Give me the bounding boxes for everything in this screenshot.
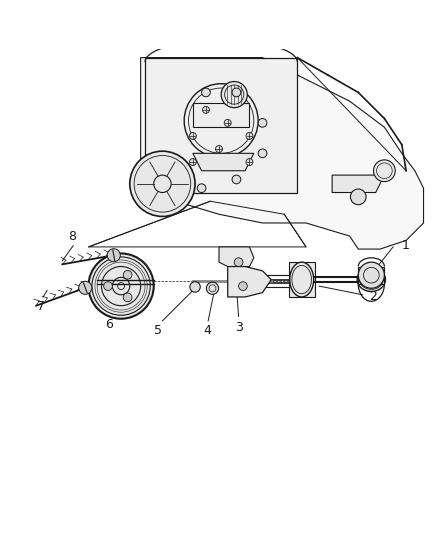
Circle shape xyxy=(246,158,253,166)
Circle shape xyxy=(189,158,196,166)
Circle shape xyxy=(206,282,219,294)
PathPatch shape xyxy=(219,247,254,266)
Circle shape xyxy=(201,88,210,97)
Circle shape xyxy=(184,84,258,158)
PathPatch shape xyxy=(332,175,385,192)
PathPatch shape xyxy=(228,266,271,297)
Circle shape xyxy=(221,82,247,108)
Bar xyxy=(193,103,250,127)
Circle shape xyxy=(232,175,241,184)
PathPatch shape xyxy=(289,262,315,297)
Circle shape xyxy=(232,88,241,97)
Circle shape xyxy=(123,270,132,279)
PathPatch shape xyxy=(141,58,424,249)
Circle shape xyxy=(350,189,366,205)
Text: 2: 2 xyxy=(369,289,377,303)
Circle shape xyxy=(79,281,92,294)
Circle shape xyxy=(246,133,253,140)
Circle shape xyxy=(104,282,113,290)
Circle shape xyxy=(239,282,247,290)
Text: 5: 5 xyxy=(154,324,162,337)
Circle shape xyxy=(123,293,132,302)
Circle shape xyxy=(189,133,196,140)
Text: 7: 7 xyxy=(37,301,46,313)
Circle shape xyxy=(107,249,120,262)
PathPatch shape xyxy=(193,154,254,171)
Text: 3: 3 xyxy=(235,321,243,334)
Circle shape xyxy=(197,184,206,192)
Text: 1: 1 xyxy=(402,239,410,252)
PathPatch shape xyxy=(145,58,297,192)
Text: 6: 6 xyxy=(105,318,113,331)
Circle shape xyxy=(215,146,223,152)
Circle shape xyxy=(258,118,267,127)
Circle shape xyxy=(202,107,209,114)
Circle shape xyxy=(358,262,385,288)
Circle shape xyxy=(224,119,231,126)
Circle shape xyxy=(190,282,200,292)
Text: 4: 4 xyxy=(203,324,211,337)
Ellipse shape xyxy=(357,268,385,292)
Ellipse shape xyxy=(290,262,314,297)
Text: 8: 8 xyxy=(68,230,76,243)
Circle shape xyxy=(130,151,195,216)
Circle shape xyxy=(88,254,154,319)
PathPatch shape xyxy=(358,266,385,284)
Circle shape xyxy=(374,160,395,182)
Circle shape xyxy=(234,258,243,266)
Circle shape xyxy=(258,149,267,158)
